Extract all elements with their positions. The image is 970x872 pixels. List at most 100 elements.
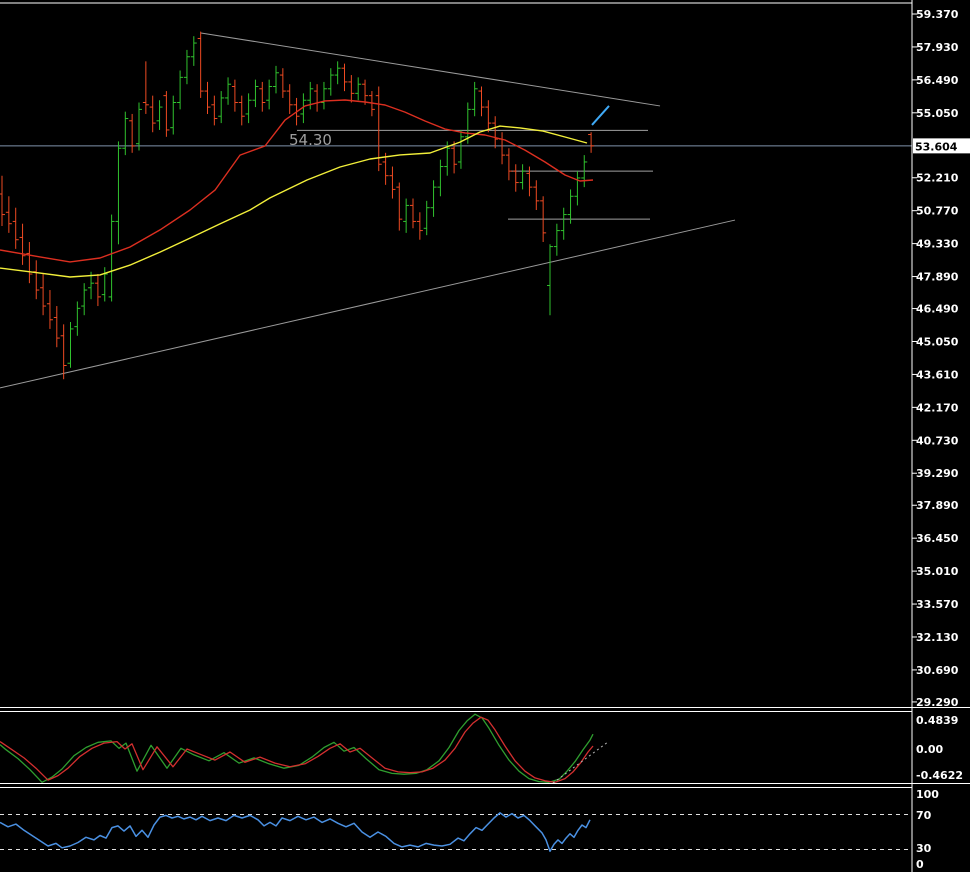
ohlc-bar [190, 36, 197, 66]
ohlc-bar [396, 182, 403, 231]
ohlc-bar [471, 81, 478, 117]
ohlc-bar [410, 198, 416, 229]
ohlc-bar [533, 180, 540, 210]
ohlc-bar [0, 175, 5, 227]
price-tick-label: 52.210 [916, 172, 959, 185]
level-54-30-label: 54.30 [289, 131, 332, 149]
price-tick-label: 43.610 [916, 368, 959, 381]
ohlc-bar [485, 100, 492, 133]
trendline-ascending[interactable] [0, 219, 736, 389]
oscillator-green-line [0, 713, 594, 783]
ohlc-bar [259, 81, 266, 112]
ohlc-bar [512, 164, 519, 192]
price-tick-label: 56.490 [916, 74, 959, 87]
ma-yellow[interactable] [0, 125, 588, 278]
ohlc-bars [0, 31, 595, 380]
ohlc-bar [156, 100, 163, 130]
price-axis: 59.370 57.930 56.490 55.050 52.210 50.770 49.3… [911, 0, 970, 872]
ohlc-bar [170, 95, 177, 135]
rsi-axis-label: 30 [916, 842, 932, 855]
ohlc-bar [437, 159, 444, 197]
blue-trend-arrow[interactable] [591, 105, 610, 126]
price-tick-label: 39.290 [916, 467, 959, 480]
ohlc-bar [136, 102, 142, 151]
ohlc-bar [430, 180, 437, 217]
ohlc-bar [327, 68, 334, 96]
rsi-line [0, 812, 591, 853]
price-tick-label: 55.050 [916, 107, 959, 120]
ohlc-bar [273, 65, 279, 94]
ohlc-bar [122, 111, 129, 156]
ohlc-bar [211, 95, 218, 126]
ohlc-bar [225, 77, 232, 105]
main-chart-panel[interactable]: 54.30 [0, 2, 912, 389]
ohlc-bar [505, 148, 512, 181]
ohlc-bar [389, 166, 396, 199]
ohlc-bar [81, 283, 88, 316]
ohlc-bar [12, 207, 19, 249]
ohlc-bar [74, 301, 81, 336]
ohlc-bar [177, 70, 184, 110]
ohlc-bar [553, 223, 560, 256]
ohlc-bar [574, 171, 581, 206]
ohlc-bar [341, 63, 348, 92]
price-tick-label: 36.450 [916, 532, 959, 545]
ohlc-bar [382, 152, 389, 185]
oscillator-panel[interactable] [0, 713, 609, 784]
ohlc-bar [540, 196, 547, 243]
price-tick-label: 50.770 [916, 205, 959, 218]
oscillator-axis-label: 0.4839 [916, 714, 958, 727]
ohlc-bar [115, 141, 122, 245]
price-tick-label: 37.890 [916, 499, 959, 512]
price-tick-label: 49.330 [916, 238, 959, 251]
ohlc-bar [19, 223, 26, 265]
current-price-tag-label: 53.604 [915, 140, 958, 153]
ohlc-bar [375, 86, 382, 172]
ohlc-bar [53, 306, 60, 348]
ohlc-bar [88, 271, 95, 300]
ohlc-bar [478, 86, 485, 117]
ohlc-bar [46, 290, 53, 329]
oscillator-axis-label: 0.00 [916, 743, 943, 756]
ohlc-bar [560, 207, 567, 240]
ohlc-bar [252, 79, 259, 108]
rsi-panel[interactable] [0, 812, 912, 853]
ohlc-bar [526, 166, 533, 197]
trendline-descending[interactable] [200, 32, 661, 107]
ma-red[interactable] [0, 99, 594, 263]
ohlc-bar [266, 79, 273, 110]
ohlc-bar [464, 102, 471, 144]
oscillator-axis-label: -0.4622 [916, 769, 963, 782]
ohlc-bar [129, 113, 136, 153]
ohlc-bar [218, 91, 225, 124]
price-tick-label: 40.730 [916, 434, 959, 447]
ohlc-bar [26, 242, 33, 284]
ohlc-bar [588, 132, 595, 153]
ohlc-bar [204, 81, 211, 114]
oscillator-trendline-dotted[interactable] [552, 741, 609, 784]
ohlc-bar [40, 274, 47, 316]
price-tick-label: 47.890 [916, 271, 959, 284]
ohlc-bar [94, 274, 101, 307]
price-tick-label: 57.930 [916, 41, 959, 54]
price-tick-label: 59.370 [916, 8, 959, 21]
ohlc-bar [60, 324, 67, 380]
ohlc-bar [286, 84, 293, 114]
ohlc-bar [348, 75, 355, 103]
ohlc-bar [149, 95, 156, 133]
ohlc-bar [416, 212, 423, 240]
ohlc-bar [245, 93, 252, 124]
ohlc-bar [492, 116, 499, 149]
rsi-axis-label: 0 [916, 858, 924, 871]
ohlc-bar [197, 31, 204, 98]
price-tick-label: 45.050 [916, 335, 959, 348]
ohlc-bar [231, 79, 238, 112]
ohlc-bar [300, 93, 307, 124]
price-tick-label: 42.170 [916, 401, 959, 414]
rsi-axis-label: 100 [916, 788, 939, 801]
price-tick-label: 33.570 [916, 598, 959, 611]
ohlc-bar [355, 77, 362, 101]
ohlc-bar [183, 49, 190, 85]
